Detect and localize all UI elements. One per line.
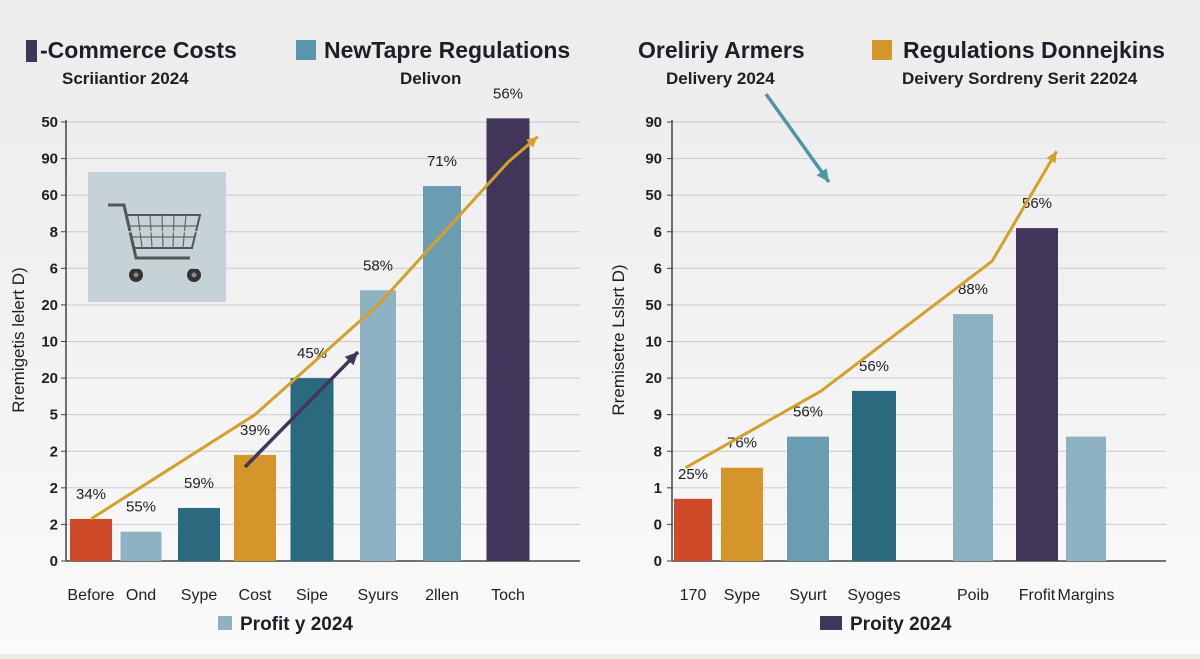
shopping-cart-icon: [88, 172, 226, 302]
x-tick-label: Poib: [957, 587, 989, 604]
legend-swatch-regulations: [296, 40, 316, 60]
subtitle-right: Deivery Sordreny Serit 22024: [902, 69, 1138, 88]
y-tick-label: 2: [50, 516, 58, 533]
bar-toch: [486, 118, 530, 561]
bar-frofit: [1016, 228, 1058, 561]
y-axis-title: Rremigetis lelert D): [9, 267, 28, 412]
y-tick-label: 90: [645, 114, 662, 131]
y-axis-title: Rremisetre Lslsrt D): [609, 264, 628, 415]
data-label: 25%: [678, 466, 708, 483]
bottom-legend-swatch: [820, 616, 842, 630]
arrow-annotation: [764, 92, 831, 184]
bottom-legend-label: Profit y 2024: [240, 614, 353, 635]
data-label: 56%: [793, 404, 823, 421]
y-tick-label: 90: [645, 151, 662, 168]
x-tick-label: Sype: [181, 587, 218, 604]
legend-swatch-commerce-costs: [26, 40, 37, 62]
y-tick-label: 5: [50, 407, 58, 424]
arrow-annotation: [243, 350, 360, 469]
data-label: 71%: [427, 153, 457, 170]
x-tick-label: Ond: [126, 587, 156, 604]
bar-sype: [721, 467, 763, 561]
y-tick-label: 90: [41, 151, 58, 168]
x-tick-label: Margins: [1058, 587, 1115, 604]
bar-before: [70, 518, 112, 561]
x-tick-label: Sype: [724, 587, 761, 604]
legend-swatch-regulations-donnejkins: [872, 40, 892, 60]
y-tick-label: 6: [654, 224, 662, 241]
bar-2llen: [423, 186, 461, 562]
subtitle-left: Scriiantior 2024: [62, 69, 189, 88]
x-tick-label: Before: [67, 587, 114, 604]
bar-sipe: [290, 378, 334, 561]
x-tick-label: Syurt: [789, 587, 827, 604]
y-tick-label: 50: [645, 297, 662, 314]
x-tick-label: Sipe: [296, 587, 328, 604]
y-tick-label: 50: [41, 114, 58, 131]
legend-commerce-costs: -Commerce Costs: [40, 37, 237, 63]
data-label: 59%: [184, 475, 214, 492]
y-tick-label: 50: [645, 187, 662, 204]
y-tick-label: 2: [50, 443, 58, 460]
trend-arrowhead: [526, 136, 538, 148]
bar-cost: [234, 454, 276, 561]
trend-arrowhead: [1046, 151, 1057, 164]
data-label: 56%: [859, 358, 889, 375]
y-tick-label: 6: [50, 260, 58, 277]
y-tick-label: 0: [654, 553, 662, 570]
y-tick-label: 9: [654, 407, 662, 424]
trend-line: [684, 150, 1058, 470]
y-tick-label: 60: [41, 187, 58, 204]
x-tick-label: Syurs: [358, 587, 399, 604]
y-tick-label: 2: [50, 480, 58, 497]
y-tick-label: 0: [654, 516, 662, 533]
x-tick-label: Toch: [491, 587, 525, 604]
y-tick-label: 1: [654, 480, 662, 497]
data-label: 55%: [126, 499, 156, 516]
y-tick-label: 10: [41, 334, 58, 351]
bar-ond: [120, 531, 162, 561]
y-tick-label: 8: [50, 224, 58, 241]
x-tick-label: Frofit: [1019, 587, 1056, 604]
y-tick-label: 20: [645, 370, 662, 387]
subtitle-left: Delivery 2024: [666, 69, 775, 88]
x-tick-label: 170: [680, 587, 707, 604]
trend-line: [90, 135, 539, 521]
bar-margins: [1066, 436, 1106, 561]
bottom-legend-label: Proity 2024: [850, 614, 952, 635]
y-tick-label: 20: [41, 370, 58, 387]
bar-poib: [953, 314, 993, 561]
legend-regulations-donnejkins: Regulations Donnejkins: [903, 37, 1165, 63]
arrow-annotation-head: [344, 352, 358, 366]
y-tick-label: 20: [41, 297, 58, 314]
bar-170: [674, 498, 712, 561]
left-chart: -Commerce Costs NewTapre Regulations Scr…: [9, 37, 580, 635]
right-chart: Oreliriy Armers Regulations Donnejkins D…: [609, 37, 1166, 635]
data-label: 58%: [363, 257, 393, 274]
subtitle-center: Delivon: [400, 69, 461, 88]
legend-delivery-armers: Oreliriy Armers: [638, 37, 805, 63]
x-tick-label: Syoges: [847, 587, 900, 604]
y-tick-label: 8: [654, 443, 662, 460]
data-label: 56%: [493, 85, 523, 102]
legend-regulations: NewTapre Regulations: [324, 37, 570, 63]
arrow-annotation-head: [816, 168, 829, 182]
x-tick-label: Cost: [239, 587, 272, 604]
bar-syurs: [360, 290, 396, 561]
bottom-legend-swatch: [218, 616, 232, 630]
data-label: 88%: [958, 281, 988, 298]
bar-sype: [178, 507, 220, 561]
x-tick-label: 2llen: [425, 587, 459, 604]
data-label: 34%: [76, 486, 106, 503]
y-tick-label: 0: [50, 553, 58, 570]
data-label: 39%: [240, 422, 270, 439]
bar-syurt: [787, 436, 829, 561]
y-tick-label: 6: [654, 260, 662, 277]
bar-syoges: [852, 390, 896, 561]
y-tick-label: 10: [645, 334, 662, 351]
